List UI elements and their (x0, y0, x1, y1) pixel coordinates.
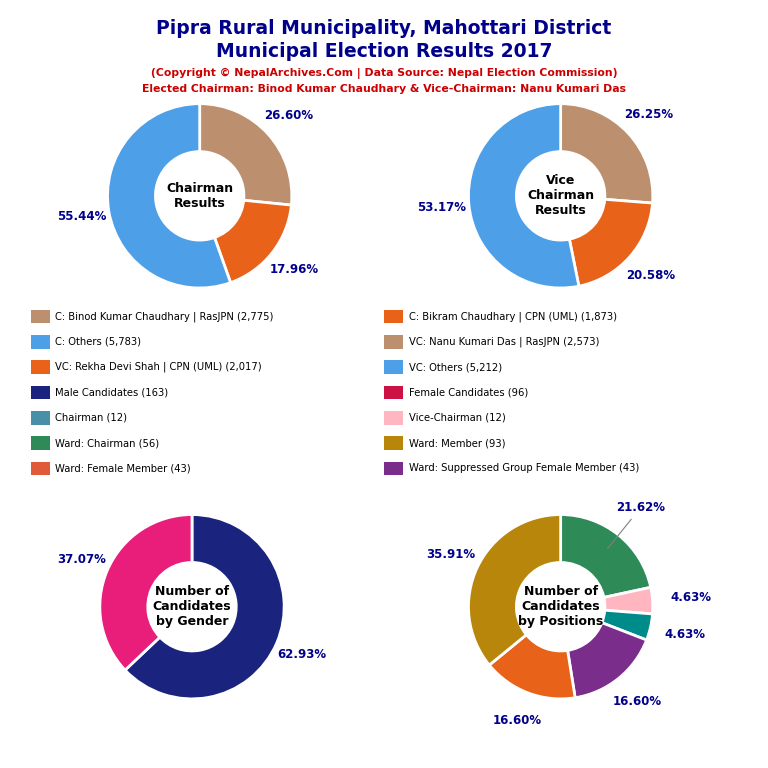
Text: 26.60%: 26.60% (264, 109, 313, 122)
Text: Chairman (12): Chairman (12) (55, 412, 127, 423)
Text: Number of
Candidates
by Positions: Number of Candidates by Positions (518, 585, 604, 628)
Text: 4.63%: 4.63% (664, 628, 705, 641)
Text: Chairman
Results: Chairman Results (166, 182, 233, 210)
Wedge shape (100, 515, 192, 670)
Wedge shape (468, 515, 561, 665)
Text: VC: Rekha Devi Shah | CPN (UML) (2,017): VC: Rekha Devi Shah | CPN (UML) (2,017) (55, 362, 262, 372)
Wedge shape (125, 515, 284, 699)
Text: 20.58%: 20.58% (626, 269, 675, 282)
Text: Ward: Suppressed Group Female Member (43): Ward: Suppressed Group Female Member (43… (409, 463, 639, 474)
Text: 62.93%: 62.93% (277, 647, 326, 660)
Wedge shape (604, 588, 653, 614)
Text: 37.07%: 37.07% (58, 553, 107, 566)
Text: Municipal Election Results 2017: Municipal Election Results 2017 (216, 42, 552, 61)
Text: Female Candidates (96): Female Candidates (96) (409, 387, 528, 398)
Text: Ward: Female Member (43): Ward: Female Member (43) (55, 463, 191, 474)
Wedge shape (200, 104, 292, 205)
Text: Vice-Chairman (12): Vice-Chairman (12) (409, 412, 505, 423)
Text: 35.91%: 35.91% (426, 548, 475, 561)
Text: C: Others (5,783): C: Others (5,783) (55, 336, 141, 347)
Wedge shape (214, 200, 291, 283)
Text: 17.96%: 17.96% (270, 263, 319, 276)
Wedge shape (561, 515, 650, 598)
Text: C: Bikram Chaudhary | CPN (UML) (1,873): C: Bikram Chaudhary | CPN (UML) (1,873) (409, 311, 617, 322)
Wedge shape (489, 634, 575, 699)
Text: Ward: Member (93): Ward: Member (93) (409, 438, 505, 449)
Text: Male Candidates (163): Male Candidates (163) (55, 387, 168, 398)
Wedge shape (602, 611, 653, 640)
Text: Pipra Rural Municipality, Mahottari District: Pipra Rural Municipality, Mahottari Dist… (157, 19, 611, 38)
Text: Ward: Chairman (56): Ward: Chairman (56) (55, 438, 160, 449)
Text: C: Binod Kumar Chaudhary | RasJPN (2,775): C: Binod Kumar Chaudhary | RasJPN (2,775… (55, 311, 273, 322)
Wedge shape (468, 104, 579, 288)
Text: VC: Nanu Kumari Das | RasJPN (2,573): VC: Nanu Kumari Das | RasJPN (2,573) (409, 336, 599, 347)
Text: Vice
Chairman
Results: Vice Chairman Results (527, 174, 594, 217)
Text: 53.17%: 53.17% (417, 201, 466, 214)
Wedge shape (561, 104, 653, 203)
Text: 16.60%: 16.60% (613, 695, 662, 708)
Text: 55.44%: 55.44% (57, 210, 106, 223)
Text: 21.62%: 21.62% (616, 502, 665, 515)
Wedge shape (568, 623, 647, 698)
Text: Elected Chairman: Binod Kumar Chaudhary & Vice-Chairman: Nanu Kumari Das: Elected Chairman: Binod Kumar Chaudhary … (142, 84, 626, 94)
Text: Number of
Candidates
by Gender: Number of Candidates by Gender (153, 585, 231, 628)
Wedge shape (108, 104, 230, 288)
Text: (Copyright © NepalArchives.Com | Data Source: Nepal Election Commission): (Copyright © NepalArchives.Com | Data So… (151, 68, 617, 78)
Text: 16.60%: 16.60% (493, 714, 542, 727)
Text: 4.63%: 4.63% (670, 591, 712, 604)
Wedge shape (569, 200, 653, 286)
Text: 26.25%: 26.25% (624, 108, 674, 121)
Text: VC: Others (5,212): VC: Others (5,212) (409, 362, 502, 372)
